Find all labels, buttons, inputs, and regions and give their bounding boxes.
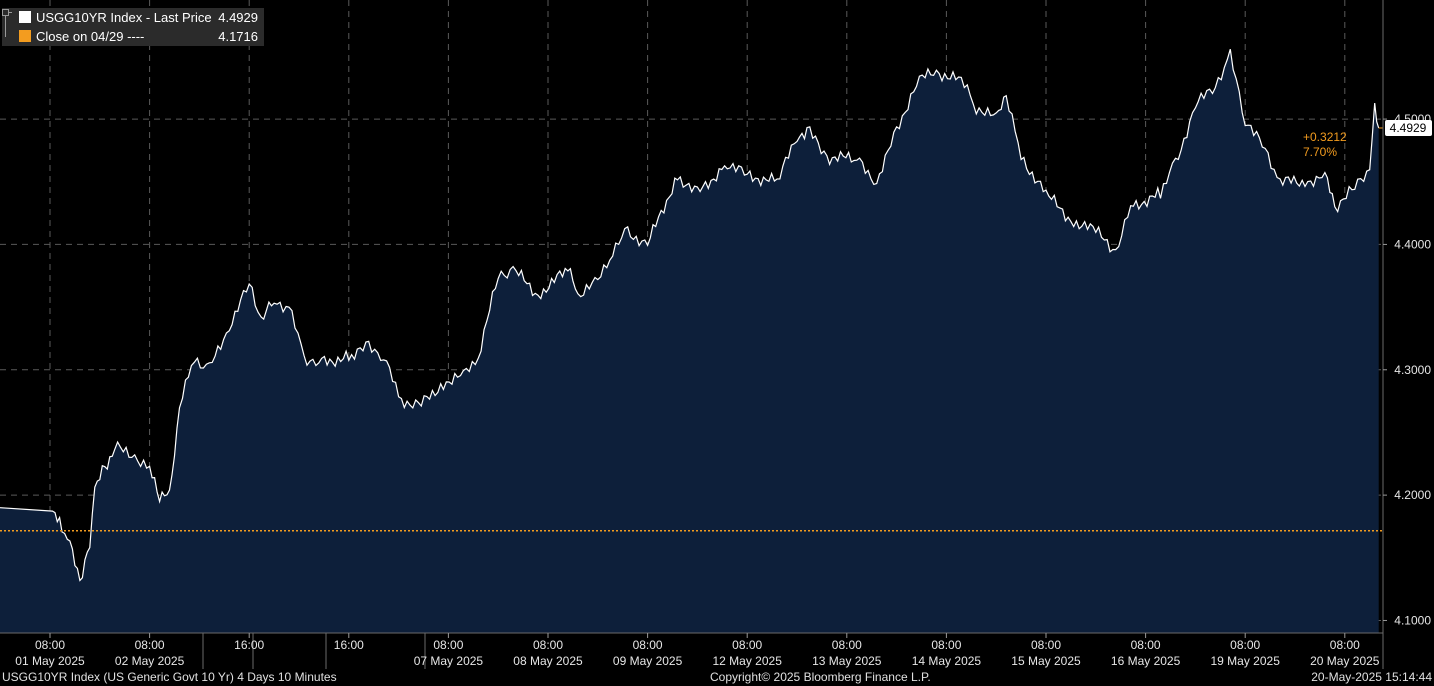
x-tick-time-label: 08:00 bbox=[1131, 638, 1161, 652]
y-tick-label: 4.4000 bbox=[1394, 237, 1431, 251]
x-tick-time-label: 08:00 bbox=[832, 638, 862, 652]
last-price-badge: 4.4929 bbox=[1385, 119, 1432, 136]
x-tick-date-label: 19 May 2025 bbox=[1211, 654, 1281, 668]
x-tick-time-label: 08:00 bbox=[1330, 638, 1360, 652]
x-tick-date-label: 09 May 2025 bbox=[613, 654, 683, 668]
x-tick-time-label: 08:00 bbox=[633, 638, 663, 652]
legend-price-value: 4.4929 bbox=[218, 10, 258, 25]
legend-close-label: Close on 04/29 ---- bbox=[36, 29, 145, 44]
x-tick-date-label: 02 May 2025 bbox=[115, 654, 185, 668]
x-tick-date-label: 12 May 2025 bbox=[713, 654, 783, 668]
x-tick-date-label: 16 May 2025 bbox=[1111, 654, 1181, 668]
x-tick-time-label: 16:00 bbox=[334, 638, 364, 652]
close-swatch-icon bbox=[19, 30, 31, 42]
x-tick-date-label: 20 May 2025 bbox=[1310, 654, 1380, 668]
legend-close-value: 4.1716 bbox=[218, 29, 258, 44]
x-tick-date-label: 01 May 2025 bbox=[15, 654, 85, 668]
footer-security-description: USGG10YR Index (US Generic Govt 10 Yr) 4… bbox=[2, 670, 337, 684]
x-tick-time-label: 08:00 bbox=[1031, 638, 1061, 652]
legend-collapse-icon[interactable] bbox=[2, 9, 12, 37]
y-tick-label: 4.2000 bbox=[1394, 488, 1431, 502]
x-axis: 08:00 01 May 2025 08:00 02 May 2025 16:00 16:… bbox=[15, 633, 1380, 669]
price-swatch-icon bbox=[19, 11, 31, 23]
price-area bbox=[0, 49, 1379, 633]
x-tick-time-label: 08:00 bbox=[732, 638, 762, 652]
x-tick-time-label: 08:00 bbox=[931, 638, 961, 652]
footer-timestamp: 20-May-2025 15:14:44 bbox=[1311, 670, 1432, 684]
x-tick-time-label: 08:00 bbox=[1230, 638, 1260, 652]
change-percent: 7.70% bbox=[1303, 145, 1337, 159]
x-tick-date-label: 13 May 2025 bbox=[812, 654, 882, 668]
last-price-badge-label: 4.4929 bbox=[1390, 121, 1427, 135]
chart-legend: USGG10YR Index - Last Price 4.4929 Close… bbox=[2, 8, 264, 46]
x-tick-date-label: 08 May 2025 bbox=[513, 654, 583, 668]
last-price-badge-box bbox=[1385, 119, 1432, 136]
legend-price-label: USGG10YR Index - Last Price bbox=[36, 10, 212, 25]
chart-footer: USGG10YR Index (US Generic Govt 10 Yr) 4… bbox=[0, 669, 1434, 686]
price-line bbox=[0, 49, 1380, 582]
change-value: +0.3212 bbox=[1303, 130, 1347, 144]
y-tick-label: 4.1000 bbox=[1394, 613, 1431, 627]
x-tick-time-label: 08:00 bbox=[433, 638, 463, 652]
x-tick-date-label: 14 May 2025 bbox=[912, 654, 982, 668]
x-tick-time-label: 08:00 bbox=[35, 638, 65, 652]
x-tick-time-label: 16:00 bbox=[234, 638, 264, 652]
y-tick-label: 4.3000 bbox=[1394, 363, 1431, 377]
legend-row-close[interactable]: Close on 04/29 ---- 4.1716 bbox=[2, 27, 264, 46]
legend-row-price[interactable]: USGG10YR Index - Last Price 4.4929 bbox=[2, 8, 264, 27]
x-tick-date-label: 15 May 2025 bbox=[1011, 654, 1081, 668]
x-tick-time-label: 08:00 bbox=[135, 638, 165, 652]
footer-copyright: Copyright© 2025 Bloomberg Finance L.P. bbox=[710, 670, 931, 684]
x-tick-time-label: 08:00 bbox=[533, 638, 563, 652]
x-tick-date-label: 07 May 2025 bbox=[414, 654, 484, 668]
